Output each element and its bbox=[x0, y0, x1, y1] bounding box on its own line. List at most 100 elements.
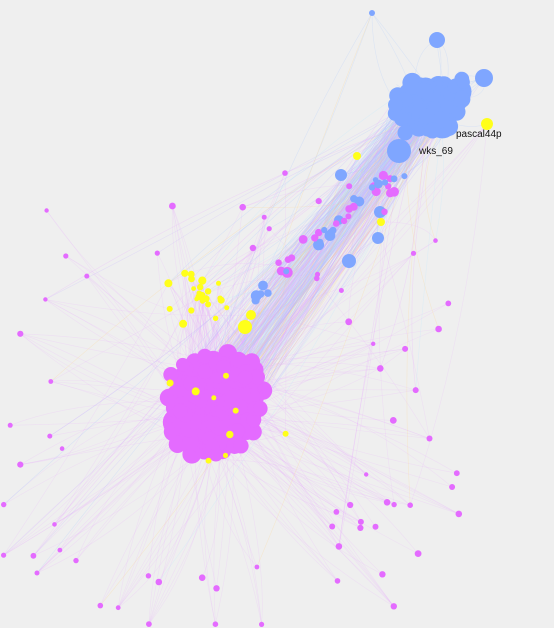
pink-node[interactable] bbox=[412, 387, 419, 394]
pink-node[interactable] bbox=[246, 412, 262, 428]
blue-node[interactable] bbox=[327, 228, 334, 235]
blue-node[interactable] bbox=[419, 108, 436, 125]
pink-node[interactable] bbox=[249, 244, 257, 252]
pink-node[interactable] bbox=[414, 550, 422, 557]
pink-node[interactable] bbox=[43, 297, 48, 302]
pink-node[interactable] bbox=[332, 220, 340, 227]
pink-node[interactable] bbox=[334, 578, 341, 584]
blue-node[interactable] bbox=[372, 232, 384, 244]
highlighted-node[interactable] bbox=[188, 275, 195, 283]
pink-node[interactable] bbox=[237, 370, 253, 386]
highlighted-node[interactable] bbox=[212, 315, 219, 321]
pink-node[interactable] bbox=[253, 401, 267, 416]
pink-node[interactable] bbox=[453, 470, 460, 477]
highlighted-node[interactable] bbox=[191, 286, 197, 291]
blue-node[interactable] bbox=[264, 289, 272, 297]
pink-node[interactable] bbox=[163, 367, 179, 383]
pink-node[interactable] bbox=[176, 357, 190, 372]
pink-node[interactable] bbox=[182, 434, 199, 451]
pink-node[interactable] bbox=[48, 379, 54, 384]
blue-node[interactable] bbox=[316, 238, 324, 246]
pink-node[interactable] bbox=[314, 271, 321, 277]
blue-node[interactable] bbox=[372, 177, 379, 183]
pink-node[interactable] bbox=[249, 369, 265, 385]
pink-node[interactable] bbox=[389, 417, 397, 424]
pink-node[interactable] bbox=[261, 214, 267, 220]
highlighted-node[interactable] bbox=[204, 288, 212, 295]
pink-node[interactable] bbox=[154, 250, 160, 256]
pink-node[interactable] bbox=[315, 198, 322, 205]
pink-node[interactable] bbox=[345, 205, 353, 213]
blue-node[interactable] bbox=[456, 75, 470, 89]
pink-node[interactable] bbox=[212, 621, 219, 627]
blue-node[interactable] bbox=[369, 10, 375, 16]
pink-node[interactable] bbox=[52, 522, 57, 527]
pink-node[interactable] bbox=[208, 447, 223, 462]
pink-node[interactable] bbox=[386, 189, 395, 198]
highlighted-node[interactable] bbox=[179, 319, 188, 328]
pink-node[interactable] bbox=[213, 585, 220, 592]
blue-node[interactable] bbox=[424, 122, 441, 139]
pink-node[interactable] bbox=[57, 547, 63, 553]
highlighted-node[interactable] bbox=[282, 430, 289, 437]
highlighted-node[interactable] bbox=[199, 298, 206, 304]
highlighted-node[interactable] bbox=[196, 290, 202, 296]
highlighted-node[interactable] bbox=[222, 452, 229, 458]
pink-node[interactable] bbox=[275, 259, 282, 267]
pink-node[interactable] bbox=[172, 403, 188, 419]
highlighted-node[interactable] bbox=[216, 280, 221, 286]
pink-node[interactable] bbox=[259, 621, 265, 628]
pink-node[interactable] bbox=[216, 359, 231, 375]
blue-node[interactable] bbox=[368, 184, 376, 191]
highlighted-node[interactable] bbox=[197, 283, 204, 291]
blue-node[interactable] bbox=[387, 139, 411, 163]
pink-node[interactable] bbox=[333, 509, 340, 515]
blue-node[interactable] bbox=[251, 296, 260, 305]
blue-node[interactable] bbox=[454, 90, 469, 105]
pink-node[interactable] bbox=[84, 273, 90, 279]
pink-node[interactable] bbox=[254, 564, 260, 570]
pink-node[interactable] bbox=[426, 435, 433, 442]
highlighted-node[interactable] bbox=[166, 305, 173, 312]
highlighted-node[interactable] bbox=[226, 430, 234, 439]
pink-node[interactable] bbox=[345, 318, 353, 326]
highlighted-node[interactable] bbox=[188, 307, 195, 314]
pink-node[interactable] bbox=[357, 518, 364, 525]
pink-node[interactable] bbox=[346, 183, 353, 190]
pink-node[interactable] bbox=[455, 510, 463, 518]
blue-node[interactable] bbox=[397, 125, 413, 141]
blue-node[interactable] bbox=[381, 179, 389, 186]
pink-node[interactable] bbox=[338, 288, 344, 293]
blue-node[interactable] bbox=[390, 175, 398, 183]
pink-node[interactable] bbox=[197, 348, 213, 364]
pink-node[interactable] bbox=[1, 552, 7, 558]
pink-node[interactable] bbox=[314, 275, 320, 282]
blue-node[interactable] bbox=[415, 82, 432, 99]
pink-node[interactable] bbox=[314, 228, 323, 237]
pink-node[interactable] bbox=[381, 208, 388, 215]
pink-node[interactable] bbox=[335, 543, 343, 550]
blue-node[interactable] bbox=[321, 226, 328, 234]
highlighted-node[interactable] bbox=[238, 320, 252, 334]
pink-node[interactable] bbox=[377, 365, 384, 372]
highlighted-node[interactable] bbox=[205, 457, 212, 464]
blue-node[interactable] bbox=[283, 268, 290, 275]
pink-node[interactable] bbox=[298, 235, 308, 244]
highlighted-node[interactable] bbox=[181, 269, 189, 277]
pink-node[interactable] bbox=[168, 435, 187, 454]
pink-node[interactable] bbox=[34, 570, 40, 576]
pink-node[interactable] bbox=[402, 345, 409, 352]
blue-node[interactable] bbox=[475, 69, 493, 87]
pink-node[interactable] bbox=[73, 557, 79, 564]
pink-node[interactable] bbox=[340, 217, 348, 225]
highlighted-node[interactable] bbox=[223, 372, 229, 379]
pink-node[interactable] bbox=[7, 422, 13, 428]
pink-node[interactable] bbox=[145, 573, 152, 579]
highlighted-node[interactable] bbox=[217, 295, 223, 301]
pink-node[interactable] bbox=[445, 300, 452, 307]
highlighted-node[interactable] bbox=[211, 395, 217, 401]
blue-node[interactable] bbox=[429, 32, 445, 48]
pink-node[interactable] bbox=[97, 602, 104, 609]
pink-node[interactable] bbox=[17, 330, 24, 337]
pink-node[interactable] bbox=[311, 234, 319, 242]
